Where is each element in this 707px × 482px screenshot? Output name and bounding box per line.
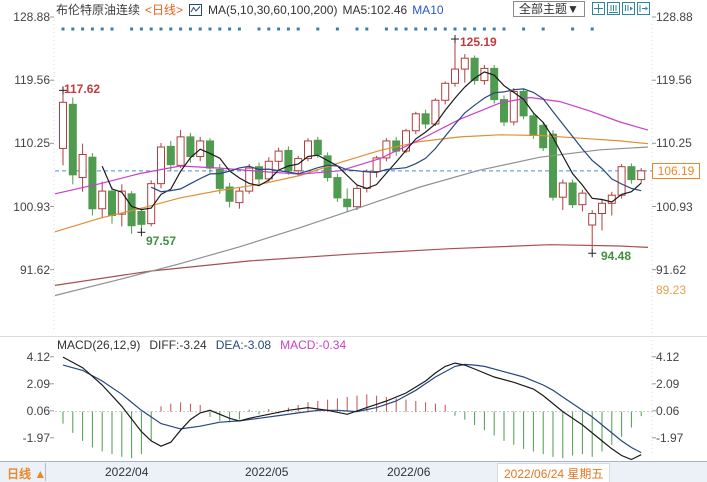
y-axis-label: 119.56: [656, 73, 692, 87]
macd-diff-value: DIFF:-3.24: [149, 338, 207, 352]
high-price-annotation: 117.62: [64, 82, 101, 96]
y-axis-label: 91.62: [19, 263, 50, 277]
last-date-label: 2022/06/24 星期五: [497, 463, 611, 482]
macd-axis-label: 0.06: [26, 404, 50, 418]
chart-header: 布伦特原油连续 <日线> MA(5,10,30,60,100,200) MA5:…: [56, 1, 444, 18]
current-price-badge: 106.19: [652, 163, 700, 179]
macd-axis-label: 4.12: [656, 350, 680, 364]
ma10-label: MA10: [412, 2, 444, 17]
y-axis-label: 128.88: [656, 10, 693, 24]
shift-right-icon[interactable]: [637, 2, 650, 15]
compress-candles-icon[interactable]: [607, 2, 620, 15]
macd-axis-label: 2.09: [26, 377, 50, 391]
macd-axis-label: 4.12: [26, 350, 50, 364]
ma-indicator-icon[interactable]: [189, 3, 203, 16]
y-axis-label: 110.25: [656, 136, 692, 150]
low-price-annotation: 94.48: [601, 249, 632, 263]
reference-price-label: 89.23: [656, 283, 687, 297]
y-axis-label: 100.93: [656, 200, 693, 214]
period-tag[interactable]: <日线>: [145, 3, 184, 17]
y-axis-label: 110.25: [14, 136, 50, 150]
bottom-bar-divider: [45, 463, 46, 481]
macd-dea-value: DEA:-3.08: [215, 338, 272, 352]
ma-params-label: MA(5,10,30,60,100,200): [208, 2, 338, 17]
macd-header: MACD(26,12,9) DIFF:-3.24 DEA:-3.08 MACD:…: [57, 338, 346, 352]
y-axis-label: 100.93: [13, 200, 50, 214]
macd-axis-label: -1.97: [656, 431, 684, 445]
ma5-value-label: MA5:102.46: [342, 2, 408, 17]
macd-macd-value: MACD:-0.34: [280, 338, 347, 352]
x-axis-month-label: 2022/05: [245, 465, 289, 479]
instrument-title: 布伦特原油连续: [56, 3, 141, 17]
y-axis-label: 128.88: [13, 10, 50, 24]
macd-axis-label: 0.06: [656, 404, 680, 418]
theme-dropdown-button[interactable]: 全部主题▼: [513, 1, 585, 17]
y-axis-label: 91.62: [656, 263, 687, 277]
low-price-annotation: 97.57: [146, 234, 177, 248]
macd-axis-label: -1.97: [22, 431, 50, 445]
x-axis-month-label: 2022/06: [387, 465, 431, 479]
macd-params-label: MACD(26,12,9): [57, 338, 141, 352]
crosshair-icon[interactable]: [592, 2, 605, 15]
macd-axis-label: 2.09: [656, 377, 680, 391]
x-axis-month-label: 2022/04: [105, 465, 149, 479]
y-axis-label: 119.56: [14, 73, 50, 87]
high-price-annotation: 125.19: [460, 35, 497, 49]
expand-candles-icon[interactable]: [622, 2, 635, 15]
period-selector[interactable]: 日线 ▲: [7, 467, 47, 481]
